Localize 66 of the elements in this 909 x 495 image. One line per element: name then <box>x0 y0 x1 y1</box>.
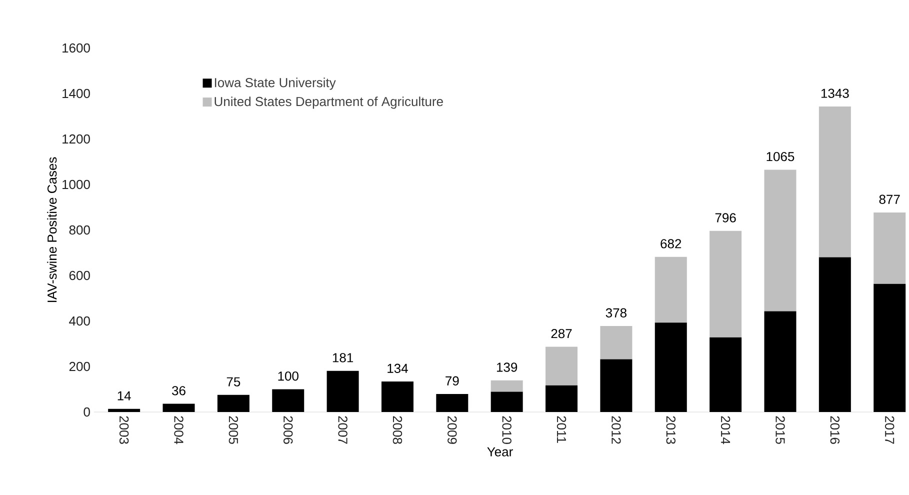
y-tick-label: 1600 <box>62 43 90 53</box>
y-tick-label: 0 <box>84 407 90 417</box>
total-label: 1343 <box>821 88 849 98</box>
bar <box>162 404 195 412</box>
bar <box>600 326 632 360</box>
bar <box>710 230 742 338</box>
x-tick-label: 2006 <box>284 416 293 444</box>
x-tick-label: 2011 <box>556 416 566 443</box>
bar <box>874 212 906 284</box>
y-tick-label: 800 <box>69 225 90 235</box>
bar <box>654 256 687 323</box>
x-tick-label: 2005 <box>228 416 238 444</box>
bar <box>272 389 304 412</box>
y-tick-label: 200 <box>69 362 90 372</box>
bar <box>818 106 851 258</box>
bar <box>600 359 632 412</box>
bar <box>818 257 851 412</box>
total-label: 1065 <box>766 152 794 162</box>
total-label: 36 <box>172 386 186 396</box>
x-tick-label: 2008 <box>392 416 402 444</box>
x-tick-label: 2003 <box>119 416 129 444</box>
x-tick-label: 2014 <box>720 416 730 444</box>
legend-label: United States Department of Agriculture <box>214 96 443 109</box>
total-label: 181 <box>332 353 354 362</box>
x-tick-label: 2017 <box>885 416 894 444</box>
y-tick-label: 1400 <box>62 88 90 98</box>
x-tick-label: 2007 <box>338 416 348 444</box>
bar <box>710 337 742 412</box>
bar <box>654 322 687 412</box>
bar <box>436 394 468 412</box>
total-label: 378 <box>606 308 626 318</box>
total-label: 877 <box>879 194 900 204</box>
bar <box>874 284 906 412</box>
total-label: 100 <box>278 372 298 381</box>
y-tick-label: 600 <box>69 270 90 280</box>
x-tick-label: 2012 <box>612 416 621 444</box>
total-label: 796 <box>715 213 736 222</box>
bar <box>764 170 796 312</box>
x-tick-label: 2009 <box>448 416 457 444</box>
total-label: 75 <box>226 377 240 386</box>
y-tick-label: 1200 <box>62 134 90 144</box>
x-tick-label: 2015 <box>776 416 785 444</box>
x-tick-label: 2016 <box>830 416 840 444</box>
bar <box>490 392 523 412</box>
x-tick-label: 2004 <box>174 416 184 444</box>
y-tick-label: 400 <box>69 316 90 326</box>
x-tick-label: 2013 <box>666 416 676 444</box>
bar <box>108 408 140 412</box>
bar <box>490 380 523 392</box>
bar <box>546 346 578 386</box>
bar <box>381 382 414 412</box>
legend-label: Iowa State University <box>214 78 336 90</box>
total-label: 14 <box>118 391 131 400</box>
bar <box>764 311 796 412</box>
total-label: 134 <box>388 364 408 373</box>
x-axis-title: Year <box>487 447 513 456</box>
total-label: 287 <box>551 328 572 338</box>
x-tick-label: 2010 <box>502 416 512 444</box>
bar <box>326 370 359 412</box>
y-axis-title: IAV-swine Positive Cases <box>47 157 57 302</box>
total-label: 79 <box>446 376 459 386</box>
total-label: 682 <box>660 239 682 248</box>
total-label: 139 <box>496 362 518 372</box>
bar <box>217 394 250 412</box>
bar <box>546 385 578 412</box>
y-tick-label: 1000 <box>62 180 90 190</box>
